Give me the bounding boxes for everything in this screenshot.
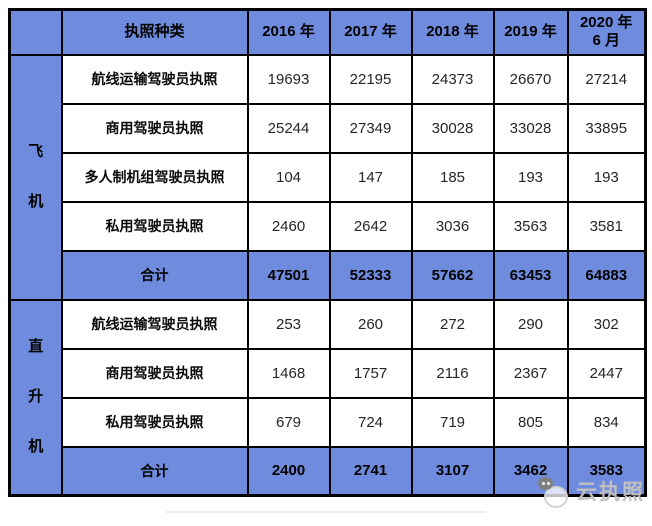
total-row: 合计 47501 52333 57662 63453 64883	[10, 249, 647, 301]
value-cell: 193	[492, 151, 569, 203]
corner-cell	[8, 8, 63, 56]
total-value-cell: 2400	[246, 445, 331, 497]
license-type-cell: 商用驾驶员执照	[60, 102, 249, 154]
value-cell: 2447	[566, 347, 647, 399]
value-cell: 2642	[328, 200, 413, 252]
table-row: 商用驾驶员执照 25244 27349 30028 33028 33895	[10, 102, 647, 154]
value-cell: 724	[328, 396, 413, 448]
total-value-cell: 57662	[410, 249, 495, 301]
category-cell-airplane: 飞 机	[8, 53, 63, 301]
table-row: 商用驾驶员执照 1468 1757 2116 2367 2447	[10, 347, 647, 399]
value-cell: 3036	[410, 200, 495, 252]
value-cell: 24373	[410, 53, 495, 105]
value-cell: 147	[328, 151, 413, 203]
value-cell: 27349	[328, 102, 413, 154]
value-cell: 33895	[566, 102, 647, 154]
total-label-cell: 合计	[60, 249, 249, 301]
value-cell: 272	[410, 298, 495, 350]
value-cell: 302	[566, 298, 647, 350]
value-cell: 104	[246, 151, 331, 203]
total-value-cell: 64883	[566, 249, 647, 301]
value-cell: 3563	[492, 200, 569, 252]
license-type-cell: 多人制机组驾驶员执照	[60, 151, 249, 203]
year-header-2016: 2016 年	[246, 8, 331, 56]
table-row: 飞 机航线运输驾驶员执照 19693 22195 24373 26670 27214	[8, 53, 647, 301]
license-type-header: 执照种类	[60, 8, 249, 56]
value-cell: 33028	[492, 102, 569, 154]
year-header-2017: 2017 年	[328, 8, 413, 56]
table-row: 私用驾驶员执照 2460 2642 3036 3563 3581	[10, 200, 647, 252]
value-cell: 290	[492, 298, 569, 350]
value-cell: 26670	[492, 53, 569, 105]
license-type-cell: 私用驾驶员执照	[60, 200, 249, 252]
value-cell: 30028	[410, 102, 495, 154]
license-type-cell: 商用驾驶员执照	[60, 347, 249, 399]
table-row: 私用驾驶员执照 679 724 719 805 834	[10, 396, 647, 448]
value-cell: 834	[566, 396, 647, 448]
category-cell-helicopter: 直 升 机	[8, 298, 63, 497]
value-cell: 805	[492, 396, 569, 448]
license-statistics-table: 执照种类 2016 年 2017 年 2018 年 2019 年 2020 年 …	[8, 8, 647, 497]
year-header-2020-06: 2020 年 6 月	[566, 8, 647, 56]
value-cell: 253	[246, 298, 331, 350]
value-cell: 719	[410, 396, 495, 448]
year-header-2018: 2018 年	[410, 8, 495, 56]
value-cell: 260	[328, 298, 413, 350]
total-value-cell: 2741	[328, 445, 413, 497]
total-value-cell: 63453	[492, 249, 569, 301]
yunzhizhao-logo-icon	[537, 477, 571, 508]
value-cell: 25244	[246, 102, 331, 154]
header-row: 执照种类 2016 年 2017 年 2018 年 2019 年 2020 年 …	[8, 8, 647, 56]
value-cell: 2367	[492, 347, 569, 399]
license-type-cell: 航线运输驾驶员执照	[60, 298, 249, 350]
total-value-cell: 52333	[328, 249, 413, 301]
watermark-text: 云执照	[576, 481, 645, 504]
total-value-cell: 3107	[410, 445, 495, 497]
logo-head-circle	[538, 477, 553, 490]
value-cell: 27214	[566, 53, 647, 105]
logo-eye	[541, 482, 545, 485]
value-cell: 185	[410, 151, 495, 203]
value-cell: 22195	[328, 53, 413, 105]
value-cell: 2460	[246, 200, 331, 252]
value-cell: 193	[566, 151, 647, 203]
year-header-2019: 2019 年	[492, 8, 569, 56]
total-value-cell: 3583	[566, 445, 647, 497]
license-type-cell: 私用驾驶员执照	[60, 396, 249, 448]
logo-eye	[546, 482, 550, 485]
total-label-cell: 合计	[60, 445, 249, 497]
value-cell: 2116	[410, 347, 495, 399]
license-type-cell: 航线运输驾驶员执照	[60, 53, 249, 105]
table-row: 直 升 机航线运输驾驶员执照 253 260 272 290 302	[8, 298, 647, 497]
bottom-divider	[166, 511, 486, 513]
total-value-cell: 47501	[246, 249, 331, 301]
logo-body-circle	[544, 486, 568, 508]
value-cell: 679	[246, 396, 331, 448]
table-body: 飞 机航线运输驾驶员执照 19693 22195 24373 26670 27214 商用驾…	[8, 53, 647, 497]
watermark: 云执照	[537, 477, 645, 508]
value-cell: 19693	[246, 53, 331, 105]
value-cell: 1468	[246, 347, 331, 399]
table-row: 多人制机组驾驶员执照 104 147 185 193 193	[10, 151, 647, 203]
value-cell: 1757	[328, 347, 413, 399]
value-cell: 3581	[566, 200, 647, 252]
